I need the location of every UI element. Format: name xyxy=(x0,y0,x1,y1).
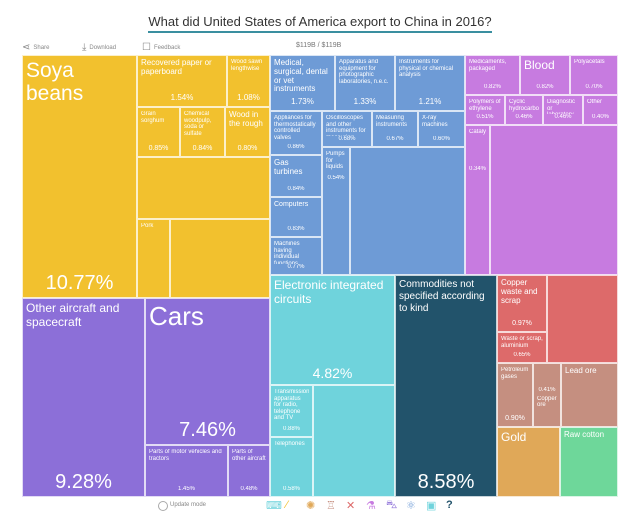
tile-copper-scrap[interactable]: Copper waste and scrap 0.97% xyxy=(497,275,547,332)
tile-other[interactable]: Other 0.40% xyxy=(583,95,618,125)
tile-gas[interactable]: Gas turbines 0.84% xyxy=(270,155,322,197)
atom-icon[interactable]: ⚛ xyxy=(406,500,416,512)
tile-pork[interactable]: Pork xyxy=(137,219,170,298)
tile-medical[interactable]: Medical, surgical, dental or vet instrum… xyxy=(270,55,335,111)
tile-paper[interactable]: Recovered paper or paperboard 1.54% xyxy=(137,55,227,107)
tile-aluminium[interactable]: Waste or scrap, aluminium 0.65% xyxy=(497,332,547,363)
tile-transmission[interactable]: Transmission apparatus for radio, teleph… xyxy=(270,385,313,437)
share-icon: ⋖ xyxy=(22,42,31,53)
tile-wood[interactable]: Wood in the rough 0.80% xyxy=(225,107,270,157)
tile-pulp[interactable]: Chemical woodpulp, soda or sulfate 0.84% xyxy=(180,107,225,157)
tile-gold[interactable]: Gold xyxy=(497,427,560,497)
tile-instr[interactable]: Instruments for physical or chemical ana… xyxy=(395,55,465,111)
tile-pumps[interactable]: Pumps for liquids 0.54% xyxy=(322,147,350,275)
tile-raw-cotton[interactable]: Raw cotton xyxy=(560,427,618,497)
footer-bar: Update mode ⌨ ⁄ ✺ ♖ ✕ ⚗ ⛍ ⚛ ▣ ? xyxy=(0,499,640,514)
feedback-icon: ☐ xyxy=(142,42,151,53)
flask-icon[interactable]: ⚗ xyxy=(366,500,376,512)
tile-commodities[interactable]: Commodities not specified according to k… xyxy=(395,275,497,497)
page-title: What did United States of America export… xyxy=(0,14,640,33)
tile-diagnostic[interactable]: Diagnostic or laboratory reagents0.46% xyxy=(543,95,583,125)
download-button[interactable]: ⤓ Download xyxy=(82,42,117,53)
tile-photo[interactable]: Apparatus and equipment for photographic… xyxy=(335,55,395,111)
tile-medicaments[interactable]: Medicaments, packaged 0.82% xyxy=(465,55,520,95)
tile-blue-misc[interactable] xyxy=(350,147,465,275)
tile-ethylene[interactable]: Polymers of ethylene 0.51% xyxy=(465,95,505,125)
tile-aircraft[interactable]: Other aircraft and spacecraft 9.28% xyxy=(22,298,145,497)
chip-icon[interactable]: ▣ xyxy=(426,500,437,512)
tile-purple-misc[interactable] xyxy=(490,125,618,275)
feedback-button[interactable]: ☐ Feedback xyxy=(142,42,181,53)
tile-catalysts[interactable]: Catalysts0.34% xyxy=(465,125,490,275)
share-button[interactable]: ⋖ Share xyxy=(22,42,50,53)
tools-icon[interactable]: ✕ xyxy=(346,500,356,512)
car-icon[interactable]: ⛍ xyxy=(386,499,398,511)
tile-lead-ore[interactable]: Lead ore xyxy=(561,363,618,427)
tile-parts[interactable]: Parts of motor vehicles and tractors 1.45… xyxy=(145,445,228,497)
tile-cyclic[interactable]: Cyclic hydrocarbons0.46% xyxy=(505,95,543,125)
update-mode-label: Update mode xyxy=(170,502,207,508)
gear-icon[interactable]: ✺ xyxy=(306,500,316,512)
tile-valves[interactable]: Appliances for thermostatically controll… xyxy=(270,111,322,155)
tile-cars[interactable]: Cars 7.46% xyxy=(145,298,270,445)
tile-copper-ore[interactable]: 0.41% Copper ore xyxy=(533,363,561,427)
tile-polyacetals[interactable]: Polyacetals 0.70% xyxy=(570,55,618,95)
tile-osc[interactable]: Oscilloscopes and other instruments for … xyxy=(322,111,372,147)
tile-machines[interactable]: Machines having individual functions 0.77… xyxy=(270,237,322,275)
tile-yellow-small[interactable] xyxy=(170,219,270,298)
tile-cyan-misc[interactable] xyxy=(313,385,395,497)
tile-telephones[interactable]: Telephones 0.58% xyxy=(270,437,313,497)
tile-xray[interactable]: X-ray machines 0.60% xyxy=(418,111,465,147)
tile-aircraft-parts[interactable]: Parts of other aircraft 0.48% xyxy=(228,445,270,497)
tile-blood[interactable]: Blood 0.82% xyxy=(520,55,570,95)
tile-red-misc[interactable] xyxy=(547,275,618,363)
tile-soya[interactable]: Soya beans 10.77% xyxy=(22,55,137,298)
tile-eic[interactable]: Electronic integrated circuits 4.82% xyxy=(270,275,395,385)
pencil-icon[interactable]: ⁄ xyxy=(286,499,288,511)
tile-yellow-misc[interactable] xyxy=(137,157,270,219)
tile-sawn[interactable]: Wood sawn lengthwise 1.08% xyxy=(227,55,270,107)
tile-computers[interactable]: Computers 0.83% xyxy=(270,197,322,237)
total-value: $119B / $119B xyxy=(296,42,342,49)
tile-measuring[interactable]: Measuring instruments 0.67% xyxy=(372,111,418,147)
download-icon: ⤓ xyxy=(82,42,87,53)
tile-petroleum[interactable]: Petroleum gases 0.90% xyxy=(497,363,533,427)
update-mode-toggle[interactable] xyxy=(158,501,168,511)
help-icon[interactable]: ? xyxy=(446,499,453,511)
tower-icon[interactable]: ♖ xyxy=(326,500,336,512)
tile-sorghum[interactable]: Grain sorghum 0.85% xyxy=(137,107,180,157)
machinery-icon[interactable]: ⌨ xyxy=(266,500,282,512)
